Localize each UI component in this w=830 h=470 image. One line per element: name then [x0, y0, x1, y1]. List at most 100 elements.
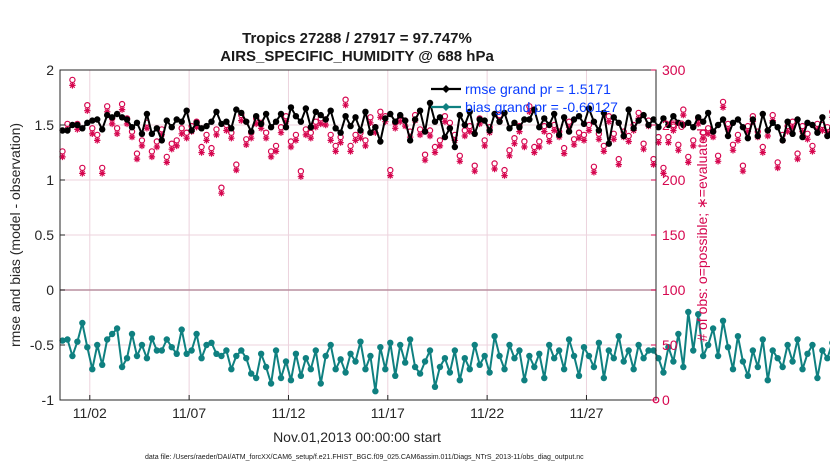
bias-point [560, 366, 568, 373]
rmse-point [94, 116, 101, 123]
rmse-point [223, 118, 230, 125]
bias-point [531, 363, 538, 371]
obs-evaluated-point [99, 170, 106, 177]
bias-point [784, 341, 791, 349]
bias-point [526, 352, 533, 360]
bias-point [267, 380, 275, 387]
bias-point [809, 341, 816, 349]
obs-possible-point [774, 159, 781, 166]
x-tick-label: 11/17 [371, 405, 405, 421]
rmse-point [476, 116, 483, 123]
obs-evaluated-point [94, 137, 101, 144]
footer-data-file: data file: /Users/raeder/DAI/ATM_forcXX/… [145, 454, 584, 461]
bias-point [481, 352, 488, 360]
rmse-point [769, 119, 776, 127]
rmse-point [585, 105, 593, 112]
obs-possible-point [734, 131, 742, 139]
bias-point [223, 347, 230, 354]
obs-evaluated-point [282, 118, 290, 125]
obs-evaluated-point [103, 108, 111, 115]
obs-evaluated-point [789, 124, 796, 131]
obs-possible-point [213, 126, 220, 133]
obs-evaluated-point [546, 138, 553, 145]
obs-evaluated-point [238, 117, 245, 124]
rmse-point [550, 110, 558, 118]
rmse-point [481, 117, 488, 124]
bias-point [401, 359, 409, 366]
bias-point [153, 347, 161, 354]
rmse-point [347, 122, 354, 130]
bias-point [387, 339, 394, 346]
obs-possible-point [203, 131, 210, 139]
rmse-point [421, 128, 429, 135]
bias-point [198, 355, 205, 362]
obs-evaluated-point [431, 149, 439, 156]
obs-possible-point [243, 136, 250, 143]
obs-evaluated-point [317, 120, 324, 128]
obs-possible-point [79, 164, 86, 172]
bias-point [819, 347, 826, 354]
obs-evaluated-point [531, 149, 538, 156]
obs-evaluated-point [595, 136, 603, 143]
bias-point [446, 369, 454, 376]
rmse-point [739, 124, 747, 131]
obs-possible-point [650, 155, 657, 163]
rmse-point [213, 108, 220, 116]
bias-point [670, 358, 677, 365]
rmse-point [143, 110, 151, 118]
obs-possible-point [724, 120, 732, 128]
obs-evaluated-point [89, 130, 96, 137]
obs-evaluated-point [704, 130, 712, 137]
obs-evaluated-point [223, 127, 230, 134]
obs-evaluated-point [640, 146, 647, 153]
rmse-point [372, 124, 379, 131]
obs-evaluated-point [655, 139, 662, 146]
rmse-point [630, 125, 637, 132]
rmse-point [397, 111, 404, 119]
obs-evaluated-point [173, 142, 180, 150]
bias-point [416, 370, 424, 377]
obs-evaluated-point [193, 124, 200, 131]
rmse-point [680, 121, 687, 129]
obs-evaluated-point [178, 130, 185, 137]
rmse-point [690, 124, 697, 131]
bias-point [392, 372, 399, 379]
bias-point [436, 363, 444, 371]
series-group [59, 76, 830, 404]
rmse-point [272, 118, 280, 125]
obs-possible-point [387, 166, 394, 174]
obs-evaluated-point [243, 141, 250, 148]
obs-evaluated-point [685, 159, 692, 166]
obs-possible-point [714, 152, 722, 159]
rmse-point [724, 132, 732, 140]
bias-point [506, 341, 513, 349]
rmse-point [248, 128, 255, 135]
rmse-point [506, 125, 513, 132]
rmse-point [302, 105, 310, 112]
rmse-point [590, 118, 598, 125]
rmse-point [570, 116, 578, 123]
rmse-point [824, 132, 830, 140]
obs-evaluated-point [501, 172, 508, 179]
rmse-point [277, 110, 285, 118]
obs-evaluated-point [690, 142, 697, 150]
rmse-point [714, 121, 722, 129]
obs-evaluated-point [302, 131, 310, 139]
obs-possible-point [347, 142, 354, 150]
obs-possible-point [729, 141, 737, 148]
rmse-point [779, 137, 786, 144]
rmse-point [84, 119, 91, 127]
obs-possible-point [570, 136, 578, 143]
rmse-point [526, 116, 533, 123]
bias-point [699, 352, 707, 360]
obs-evaluated-point [213, 131, 220, 139]
obs-possible-point [59, 148, 66, 155]
obs-evaluated-point [392, 125, 399, 132]
bias-point [461, 355, 468, 362]
obs-evaluated-point [759, 149, 766, 156]
y-tick-label-right: 300 [662, 62, 686, 78]
obs-evaluated-point [367, 119, 374, 126]
rmse-point [64, 127, 71, 134]
rmse-point [74, 121, 81, 129]
rmse-point [466, 108, 473, 116]
